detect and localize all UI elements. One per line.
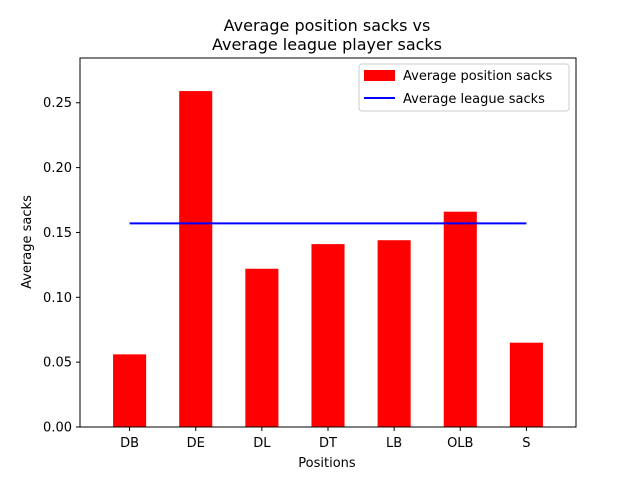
x-axis-label: Positions: [298, 456, 356, 471]
bar-lb: [377, 240, 411, 427]
y-tick-label: 0.20: [43, 161, 72, 176]
bar-db: [113, 354, 147, 427]
y-tick-label: 0.00: [43, 421, 72, 436]
legend-box: [358, 63, 570, 112]
x-tick-label-dl: DL: [253, 436, 271, 451]
legend-label-position-sacks: Average position sacks: [403, 69, 553, 84]
y-axis-ticks: 0.00 0.05 0.10 0.15 0.20 0.25: [43, 96, 80, 436]
y-tick-label: 0.15: [43, 226, 72, 241]
bar-dl: [245, 268, 279, 427]
y-axis-label: Average sacks: [20, 195, 35, 289]
legend-swatch-bar: [364, 70, 395, 81]
x-tick-label-dt: DT: [319, 436, 337, 451]
bar-s: [509, 342, 543, 427]
legend: Average position sacks Average league sa…: [358, 63, 570, 112]
x-tick-label-de: DE: [187, 436, 205, 451]
y-tick-label: 0.10: [43, 291, 72, 306]
y-tick-label: 0.05: [43, 356, 72, 371]
bar-de: [179, 91, 213, 427]
bars-group: [113, 91, 543, 427]
y-tick-label: 0.25: [43, 96, 72, 111]
x-tick-label-db: DB: [120, 436, 139, 451]
bar-dt: [311, 244, 345, 427]
chart-title-line-1: Average position sacks vs: [224, 16, 431, 35]
chart-title-line-2: Average league player sacks: [212, 35, 442, 54]
x-axis-ticks: DB DE DL DT LB OLB S: [120, 427, 531, 451]
x-tick-label-lb: LB: [386, 436, 402, 451]
x-tick-label-s: S: [522, 436, 530, 451]
x-tick-label-olb: OLB: [447, 436, 473, 451]
bar-olb: [443, 211, 477, 427]
legend-label-league-sacks: Average league sacks: [403, 92, 545, 107]
